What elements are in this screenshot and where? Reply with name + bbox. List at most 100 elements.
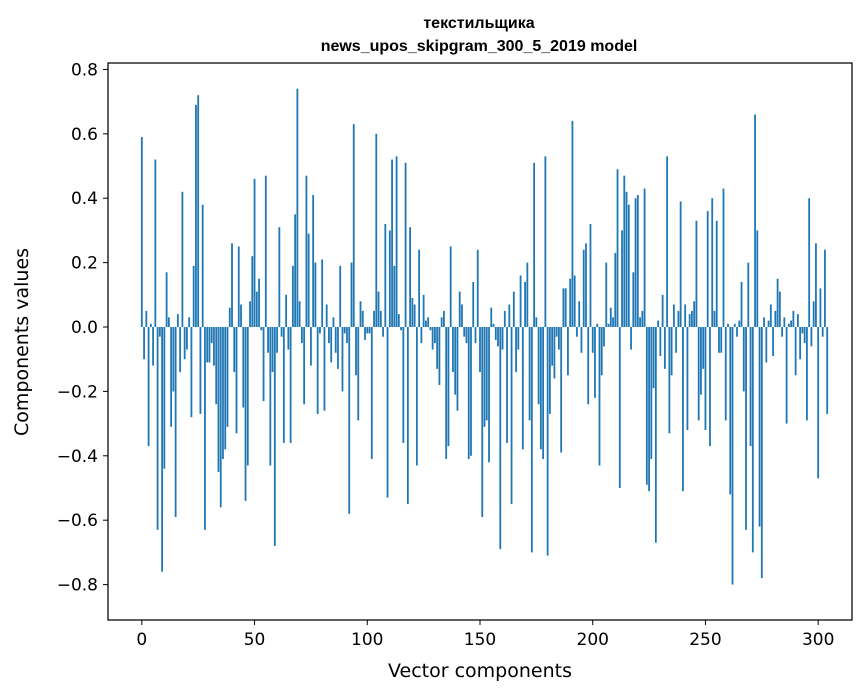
bar-256 xyxy=(718,327,720,353)
bar-155 xyxy=(490,307,493,328)
bar-224 xyxy=(645,327,648,485)
bar-62 xyxy=(280,327,283,337)
x-tick-label: 150 xyxy=(464,630,496,650)
bar-82 xyxy=(325,304,328,328)
bar-21 xyxy=(188,317,191,328)
bar-26 xyxy=(199,327,202,414)
bar-96 xyxy=(357,327,360,421)
x-tick-label: 250 xyxy=(689,630,721,650)
bar-160 xyxy=(501,327,504,350)
bar-49 xyxy=(251,256,254,328)
bar-33 xyxy=(215,327,218,405)
bar-101 xyxy=(368,327,371,334)
bar-41 xyxy=(233,327,236,373)
bar-48 xyxy=(249,301,251,328)
bar-253 xyxy=(711,198,714,328)
bar-42 xyxy=(235,327,238,434)
bar-254 xyxy=(713,310,716,328)
bar-289 xyxy=(792,310,795,328)
bar-180 xyxy=(546,327,549,556)
bar-25 xyxy=(197,95,200,328)
bar-278 xyxy=(767,320,770,328)
bar-97 xyxy=(359,301,362,328)
bar-184 xyxy=(555,327,558,337)
bar-217 xyxy=(630,327,632,350)
bar-277 xyxy=(765,327,768,363)
bar-135 xyxy=(445,327,448,460)
bar-265 xyxy=(738,320,741,328)
bar-109 xyxy=(386,327,389,498)
bar-298 xyxy=(812,301,815,328)
bar-157 xyxy=(494,327,497,340)
bar-163 xyxy=(508,304,511,328)
bar-271 xyxy=(751,327,754,553)
bar-133 xyxy=(440,317,443,328)
bar-55 xyxy=(264,175,267,328)
y-tick-label: −0.6 xyxy=(57,511,98,531)
bar-68 xyxy=(294,214,297,328)
bar-150 xyxy=(479,327,481,373)
bar-20 xyxy=(186,327,188,350)
bar-80 xyxy=(321,259,324,328)
bar-302 xyxy=(821,327,824,337)
bar-200 xyxy=(591,327,594,353)
bar-218 xyxy=(632,272,635,328)
bar-257 xyxy=(720,327,723,353)
bar-164 xyxy=(510,327,513,505)
bar-57 xyxy=(269,327,272,466)
bar-105 xyxy=(377,291,380,328)
bar-222 xyxy=(641,310,644,328)
bar-123 xyxy=(418,249,421,328)
bar-258 xyxy=(722,188,725,328)
bar-91 xyxy=(346,327,348,344)
bar-198 xyxy=(587,327,590,405)
bar-304 xyxy=(826,327,829,414)
bar-177 xyxy=(539,327,542,450)
bar-142 xyxy=(461,304,463,328)
chart-subtitle: news_upos_skipgram_300_5_2019 model xyxy=(321,38,638,55)
y-tick-label: 0.6 xyxy=(71,125,98,145)
bar-128 xyxy=(429,327,432,331)
bar-281 xyxy=(774,310,777,328)
bar-87 xyxy=(337,327,339,369)
bar-147 xyxy=(472,281,475,328)
bar-245 xyxy=(693,301,696,328)
bar-7 xyxy=(156,327,159,530)
bar-85 xyxy=(332,317,335,328)
bar-270 xyxy=(749,327,752,447)
bar-144 xyxy=(465,327,468,344)
x-tick-label: 50 xyxy=(244,630,266,650)
bar-230 xyxy=(659,327,662,356)
bar-208 xyxy=(609,307,612,328)
x-axis-label: Vector components xyxy=(388,660,572,682)
bar-166 xyxy=(515,327,517,373)
bar-240 xyxy=(682,327,684,492)
bar-269 xyxy=(747,262,750,328)
bar-241 xyxy=(684,304,687,328)
bar-259 xyxy=(724,327,727,421)
bar-272 xyxy=(754,114,756,328)
bar-169 xyxy=(521,327,524,450)
bar-209 xyxy=(612,317,614,328)
bar-173 xyxy=(530,327,533,553)
bar-293 xyxy=(801,327,804,334)
bar-174 xyxy=(533,162,536,328)
bar-51 xyxy=(255,291,258,328)
bar-45 xyxy=(242,327,245,408)
bar-13 xyxy=(170,327,173,427)
bar-56 xyxy=(267,327,269,353)
bar-179 xyxy=(544,156,547,328)
y-tick-label: −0.8 xyxy=(57,576,98,596)
bar-220 xyxy=(636,195,639,328)
bar-193 xyxy=(576,327,578,337)
bar-122 xyxy=(415,327,418,466)
bar-243 xyxy=(688,314,691,328)
bar-219 xyxy=(634,198,637,328)
bar-225 xyxy=(648,327,650,492)
bar-14 xyxy=(172,327,175,392)
bar-148 xyxy=(474,327,477,344)
y-tick-label: 0.2 xyxy=(71,254,98,274)
bar-197 xyxy=(585,243,587,328)
bar-252 xyxy=(709,327,711,447)
bar-129 xyxy=(431,327,434,350)
